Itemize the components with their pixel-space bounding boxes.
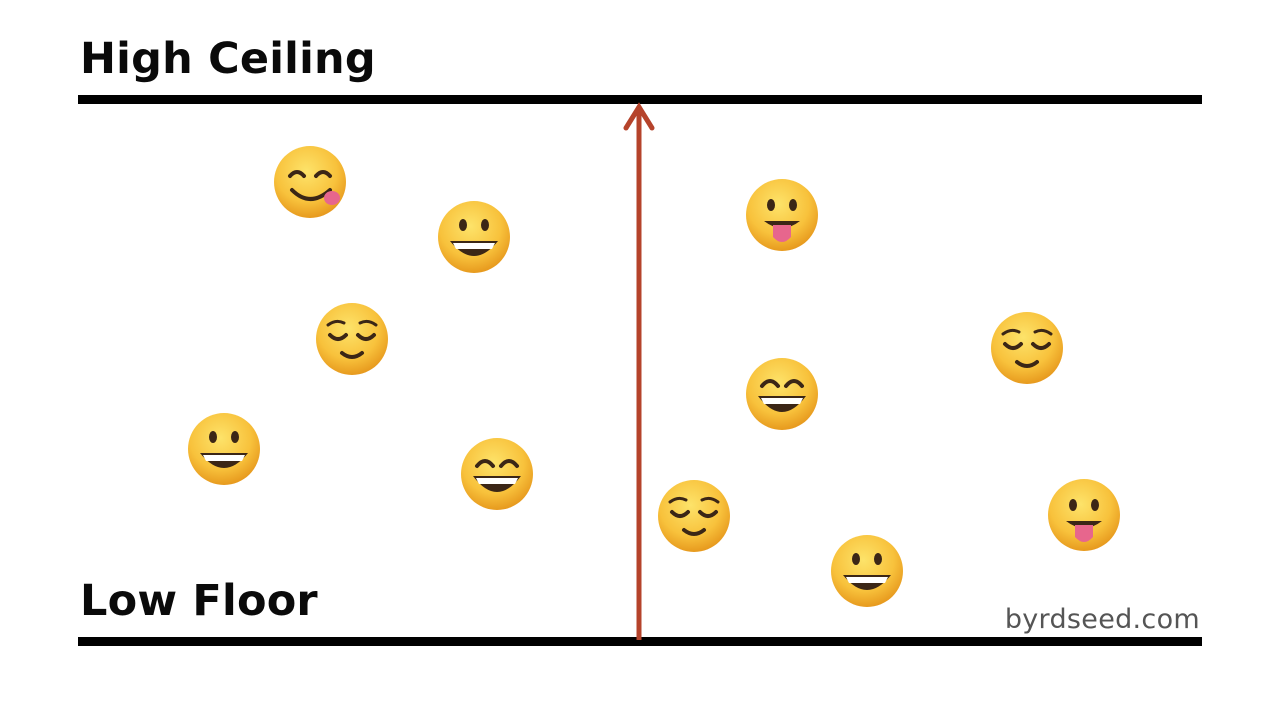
growth-arrow [623, 102, 655, 640]
grinning-icon [438, 201, 510, 273]
relieved-icon [991, 312, 1063, 384]
relieved-icon [658, 480, 730, 552]
grin-icon [461, 438, 533, 510]
grin-icon [746, 358, 818, 430]
yum-icon [274, 146, 346, 218]
tongue-icon [1048, 479, 1120, 551]
grinning-icon [831, 535, 903, 607]
watermark: byrdseed.com [1004, 604, 1200, 635]
tongue-icon [746, 179, 818, 251]
grinning-icon [188, 413, 260, 485]
low-floor-label: Low Floor [80, 576, 318, 626]
floor-line [78, 637, 1202, 646]
high-ceiling-label: High Ceiling [80, 34, 376, 84]
ceiling-line [78, 95, 1202, 104]
relieved-icon [316, 303, 388, 375]
